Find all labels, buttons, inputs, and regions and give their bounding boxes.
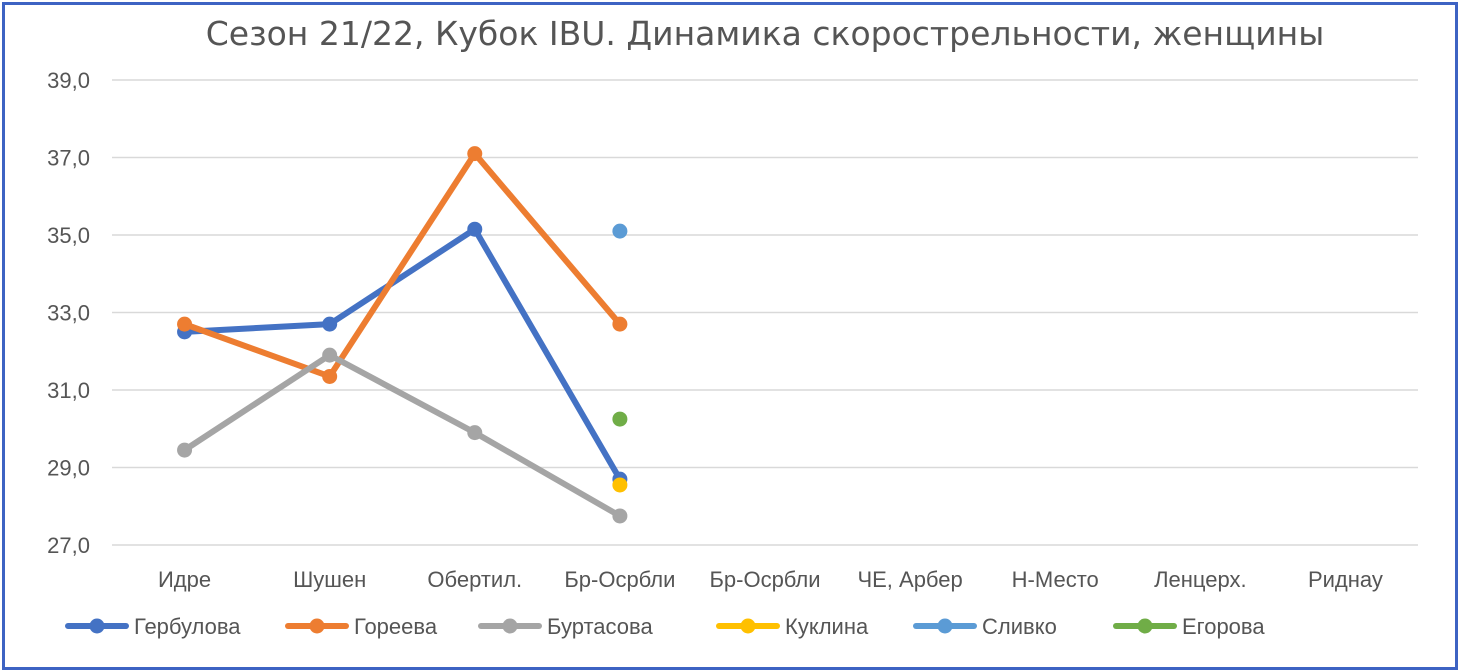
legend-label: Гореева [354,614,438,639]
series-layer [177,146,628,524]
x-tick-label: Обертил. [427,567,522,592]
legend: Гербулова Гореева Буртасова Куклина Сливко Ег… [65,614,1265,639]
data-point [612,316,628,332]
legend-item: Гербулова [65,614,241,639]
x-tick-label: Бр-Осрбли [564,567,675,592]
series-5 [612,223,628,239]
legend-label: Буртасова [547,614,653,639]
data-point [177,442,193,458]
data-point [612,223,628,239]
chart-title: Сезон 21/22, Кубок IBU. Динамика скорост… [206,14,1325,53]
y-tick-label: 33,0 [47,301,90,326]
legend-label: Егорова [1182,614,1265,639]
legend-item: Сливко [913,614,1057,639]
data-point [177,316,193,332]
x-tick-label: Ленцерх. [1154,567,1247,592]
legend-swatch-marker [502,618,518,634]
data-point [467,221,483,237]
legend-label: Гербулова [134,614,241,639]
legend-swatch-marker [740,618,756,634]
y-tick-label: 37,0 [47,146,90,171]
legend-label: Сливко [982,614,1057,639]
legend-item: Гореева [285,614,438,639]
legend-label: Куклина [785,614,869,639]
series-2 [177,146,628,384]
x-axis-ticks: Идре Шушен Обертил. Бр-Осрбли Бр-Осрбли ЧЕ, А… [158,567,1383,592]
series-4 [612,477,628,493]
y-axis-ticks: 27,0 29,0 31,0 33,0 35,0 37,0 39,0 [47,68,90,558]
y-tick-label: 31,0 [47,378,90,403]
data-point [612,508,628,524]
y-tick-label: 35,0 [47,223,90,248]
x-tick-label: ЧЕ, Арбер [857,567,962,592]
data-point [322,347,338,363]
series-3 [177,347,628,524]
x-tick-label: Шушен [293,567,366,592]
x-tick-label: Риднау [1308,567,1383,592]
data-point [612,477,628,493]
series-line [181,226,623,483]
x-tick-label: Н-Место [1012,567,1099,592]
legend-item: Егорова [1113,614,1265,639]
y-tick-label: 29,0 [47,456,90,481]
legend-item: Буртасова [478,614,653,639]
legend-item: Куклина [716,614,869,639]
legend-swatch-marker [937,618,953,634]
series-6 [612,411,628,427]
data-point [322,316,338,332]
legend-swatch-marker [89,618,105,634]
x-tick-label: Идре [158,567,211,592]
data-point [322,368,338,384]
series-line [181,352,623,519]
data-point [467,146,483,162]
data-point [467,425,483,441]
x-tick-label: Бр-Осрбли [709,567,820,592]
y-tick-label: 27,0 [47,533,90,558]
data-point [612,411,628,427]
legend-swatch-marker [1137,618,1153,634]
y-tick-label: 39,0 [47,68,90,93]
series-line [181,150,623,380]
grid-layer [112,79,1418,546]
legend-swatch-marker [309,618,325,634]
